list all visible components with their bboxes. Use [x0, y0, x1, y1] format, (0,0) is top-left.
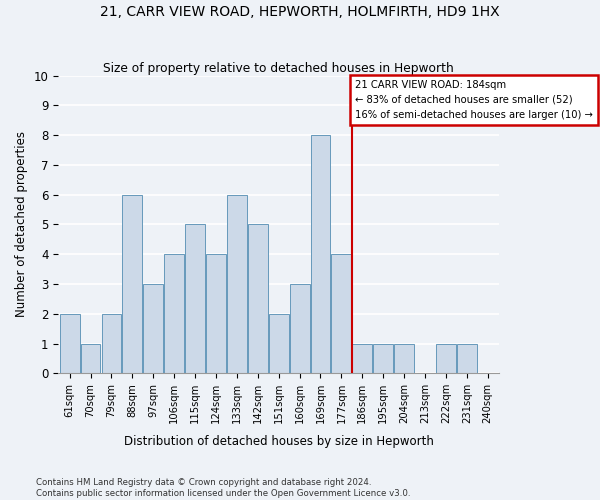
Title: Size of property relative to detached houses in Hepworth: Size of property relative to detached ho… — [103, 62, 454, 74]
Bar — [394, 344, 414, 374]
Bar — [290, 284, 310, 374]
Bar — [143, 284, 163, 374]
Y-axis label: Number of detached properties: Number of detached properties — [15, 132, 28, 318]
Bar — [206, 254, 226, 374]
Bar — [80, 344, 100, 374]
Bar — [269, 314, 289, 374]
Text: Contains HM Land Registry data © Crown copyright and database right 2024.
Contai: Contains HM Land Registry data © Crown c… — [36, 478, 410, 498]
Text: 21, CARR VIEW ROAD, HEPWORTH, HOLMFIRTH, HD9 1HX: 21, CARR VIEW ROAD, HEPWORTH, HOLMFIRTH,… — [100, 5, 500, 19]
Bar — [436, 344, 456, 374]
Bar — [60, 314, 80, 374]
Bar — [122, 194, 142, 374]
Bar — [164, 254, 184, 374]
Bar — [457, 344, 477, 374]
Bar — [352, 344, 372, 374]
Bar — [311, 135, 331, 374]
Bar — [227, 194, 247, 374]
Bar — [373, 344, 393, 374]
Bar — [248, 224, 268, 374]
Bar — [331, 254, 352, 374]
Text: 21 CARR VIEW ROAD: 184sqm
← 83% of detached houses are smaller (52)
16% of semi-: 21 CARR VIEW ROAD: 184sqm ← 83% of detac… — [355, 80, 593, 120]
Bar — [101, 314, 121, 374]
Bar — [185, 224, 205, 374]
X-axis label: Distribution of detached houses by size in Hepworth: Distribution of detached houses by size … — [124, 434, 434, 448]
